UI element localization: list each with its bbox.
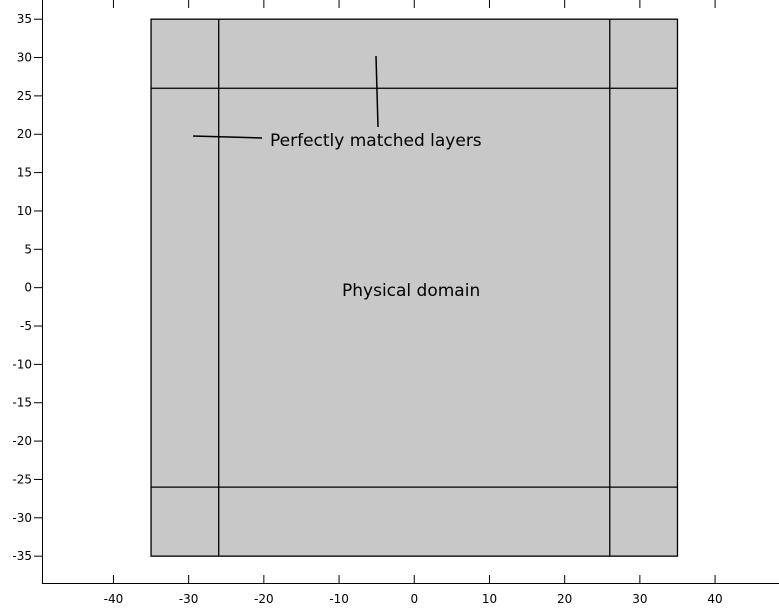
y-tick-label: 20 <box>17 127 32 141</box>
y-tick-label: 15 <box>17 166 32 180</box>
x-tick-label: 0 <box>410 592 418 606</box>
y-tick-label: -20 <box>12 434 32 448</box>
annotations: Perfectly matched layers Physical domain <box>192 55 482 301</box>
y-tick-label: 25 <box>17 89 32 103</box>
y-tick-label: -25 <box>12 472 32 486</box>
y-tick-label: 35 <box>17 12 32 26</box>
y-tick-label: -30 <box>12 511 32 525</box>
physical-domain-label: Physical domain <box>342 281 480 301</box>
x-tick-label: -10 <box>329 592 349 606</box>
y-tick-label: -35 <box>12 549 32 563</box>
y-tick-label: 5 <box>24 242 32 256</box>
y-tick-label: -15 <box>12 396 32 410</box>
x-tick-label: -40 <box>104 592 124 606</box>
y-tick-label: 0 <box>24 281 32 295</box>
y-tick-label: -10 <box>12 357 32 371</box>
y-tick-label: 30 <box>17 51 32 65</box>
x-tick-label: 10 <box>482 592 497 606</box>
x-tick-label: 30 <box>632 592 647 606</box>
pml-pointer-left <box>192 135 263 139</box>
pml-label: Perfectly matched layers <box>270 131 482 151</box>
x-tick-label: 40 <box>707 592 722 606</box>
outer-square <box>150 18 679 557</box>
x-tick-label: 20 <box>557 592 572 606</box>
pml-pointer-top <box>375 55 379 128</box>
x-tick-label: -20 <box>254 592 274 606</box>
axes-frame <box>42 0 779 584</box>
geometry <box>150 18 679 557</box>
y-tick-label: 10 <box>17 204 32 218</box>
axis-ticks: -40 -30 -20 -10 0 10 20 30 40 35 30 25 20 15 10 5 0 -5 -10… <box>12 0 723 606</box>
y-tick-label: -5 <box>20 319 32 333</box>
x-tick-label: -30 <box>179 592 199 606</box>
